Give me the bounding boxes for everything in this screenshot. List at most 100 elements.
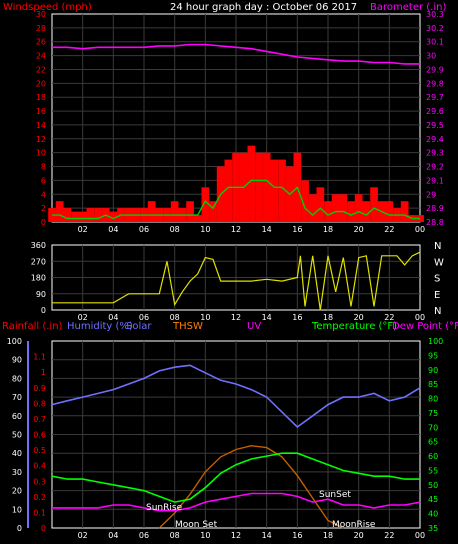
- x-tick-label: 18: [323, 225, 333, 234]
- x-tick-label: 14: [262, 225, 272, 234]
- rainfall-label: Rainfall (.in): [2, 321, 63, 332]
- windspeed-bar: [209, 201, 217, 222]
- windspeed-bar: [262, 152, 271, 222]
- windspeed-bar: [370, 187, 378, 222]
- y-tick-label-direction: 90: [36, 290, 46, 299]
- temperature-line: [51, 452, 420, 503]
- windspeed-bar: [308, 194, 317, 222]
- x-tick-label: 12: [231, 225, 241, 234]
- x-tick-label: 10: [200, 313, 210, 322]
- x-tick-label: 16: [292, 531, 302, 540]
- dewpoint-label: Dew Point (°F): [392, 321, 458, 332]
- windspeed-bar: [109, 211, 118, 222]
- moonrise-annotation: MoonRise: [332, 520, 376, 530]
- x-tick-label: 22: [384, 313, 394, 322]
- temperature-humidity-panel: 010203040506070809010000.10.20.30.40.50.…: [7, 337, 444, 540]
- windspeed-bar: [247, 145, 256, 222]
- windspeed-bar: [362, 201, 371, 222]
- windspeed-bar: [94, 208, 102, 222]
- y-tick-label-rain: 0.3: [33, 477, 46, 486]
- y-tick-label-barometer: 30.3: [426, 10, 444, 19]
- x-tick-label: 00: [415, 313, 425, 322]
- windspeed-bar: [316, 187, 325, 222]
- y-tick-label-windspeed: 16: [36, 107, 46, 116]
- y-tick-label-humidity: 30: [12, 468, 22, 477]
- y-tick-label-windspeed: 12: [36, 135, 46, 144]
- windspeed-bar: [416, 215, 424, 222]
- y-tick-label-rain: 0.1: [33, 508, 46, 517]
- x-tick-label: 12: [231, 531, 241, 540]
- windspeed-bar: [224, 159, 233, 222]
- barometer-line: [52, 43, 420, 65]
- y-tick-label-barometer: 29.6: [426, 107, 444, 116]
- x-tick-label: 00: [415, 531, 425, 540]
- compass-label: N: [434, 241, 441, 252]
- y-tick-label-humidity: 80: [12, 374, 22, 383]
- x-tick-label: 08: [170, 313, 180, 322]
- y-tick-label-humidity: 70: [12, 393, 22, 402]
- y-tick-label-windspeed: 0: [41, 218, 46, 227]
- x-tick-label: 06: [139, 531, 149, 540]
- y-tick-label-barometer: 29.4: [426, 135, 444, 144]
- thsw-label: THSW: [172, 321, 203, 332]
- y-tick-label-temperature: 80: [428, 395, 438, 404]
- x-tick-label: 04: [108, 313, 118, 322]
- y-tick-label-windspeed: 24: [36, 52, 46, 61]
- y-tick-label-barometer: 29.2: [426, 163, 444, 172]
- y-tick-label-windspeed: 22: [36, 65, 46, 74]
- x-tick-label: 02: [78, 313, 88, 322]
- windspeed-bar: [86, 208, 95, 222]
- y-tick-label-barometer: 29.1: [426, 176, 444, 185]
- y-tick-label-rain: 0.7: [33, 415, 46, 424]
- x-tick-label: 22: [384, 225, 394, 234]
- solar-label: Solar: [126, 321, 152, 332]
- x-tick-label: 02: [78, 531, 88, 540]
- x-tick-label: 18: [323, 313, 333, 322]
- uv-label: UV: [247, 321, 261, 332]
- x-tick-label: 20: [354, 531, 364, 540]
- x-tick-label: 08: [170, 531, 180, 540]
- compass-label: W: [434, 257, 444, 268]
- y-tick-label-temperature: 55: [428, 466, 438, 475]
- x-tick-label: 04: [108, 225, 118, 234]
- y-tick-label-windspeed: 18: [36, 93, 46, 102]
- x-tick-label: 00: [415, 225, 425, 234]
- x-tick-label: 10: [200, 531, 210, 540]
- y-tick-label-rain: 0.9: [33, 384, 46, 393]
- y-tick-label-temperature: 90: [428, 366, 438, 375]
- y-tick-label-windspeed: 26: [36, 38, 46, 47]
- thsw-curve: [158, 444, 344, 529]
- y-tick-label-humidity: 10: [12, 505, 22, 514]
- y-tick-label-humidity: 50: [12, 431, 22, 440]
- windspeed-bar: [278, 159, 286, 222]
- windspeed-bar: [147, 201, 156, 222]
- y-tick-label-temperature: 70: [428, 423, 438, 432]
- y-tick-label-rain: 0.4: [33, 462, 46, 471]
- y-tick-label-rain: 0.6: [33, 431, 46, 440]
- windspeed-bar: [193, 215, 202, 222]
- moonset-annotation: Moon Set: [175, 520, 218, 530]
- windspeed-bar: [385, 201, 394, 222]
- y-tick-label-windspeed: 4: [41, 190, 46, 199]
- x-tick-label: 20: [354, 225, 364, 234]
- x-tick-label: 18: [323, 531, 333, 540]
- sunrise-annotation: SunRise: [146, 503, 183, 513]
- y-tick-label-windspeed: 6: [41, 176, 46, 185]
- y-tick-label-barometer: 29.9: [426, 65, 444, 74]
- x-tick-label: 08: [170, 225, 180, 234]
- y-tick-label-windspeed: 10: [36, 149, 46, 158]
- y-tick-label-rain: 1: [41, 368, 46, 377]
- windspeed-bar: [55, 201, 64, 222]
- x-tick-label: 14: [262, 313, 272, 322]
- y-tick-label-barometer: 30.1: [426, 38, 444, 47]
- y-tick-label-humidity: 90: [12, 356, 22, 365]
- y-tick-label-barometer: 29.3: [426, 149, 444, 158]
- windspeed-bar: [347, 201, 355, 222]
- x-tick-label: 16: [292, 225, 302, 234]
- y-tick-label-temperature: 75: [428, 409, 438, 418]
- windspeed-bar: [324, 201, 332, 222]
- y-tick-label-temperature: 50: [428, 481, 438, 490]
- windspeed-axis-label: Windspeed (mph): [3, 2, 92, 13]
- y-tick-label-windspeed: 28: [36, 24, 46, 33]
